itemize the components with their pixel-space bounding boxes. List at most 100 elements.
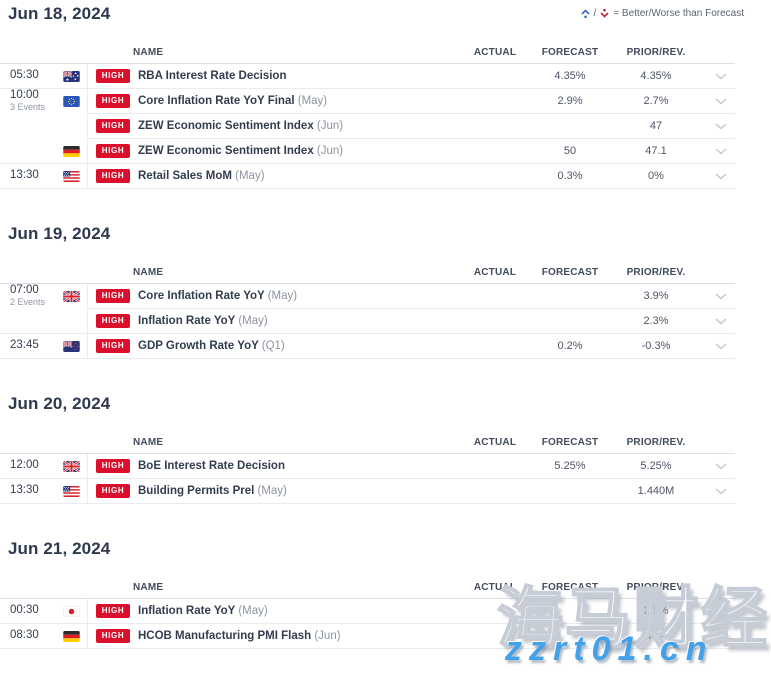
column-header-forecast: FORECAST (541, 47, 599, 58)
table-header-row: NAME ACTUAL FORECAST PRIOR/REV. (0, 267, 735, 284)
chevron-down-icon[interactable] (707, 89, 735, 114)
column-header-name: NAME (133, 437, 164, 448)
chevron-down-icon[interactable] (707, 454, 735, 479)
event-time: 13:30 (10, 169, 39, 182)
column-header-expand (707, 448, 735, 453)
chevron-down-icon[interactable] (707, 599, 735, 624)
event-period: (Jun) (316, 120, 344, 132)
prior-value: 45.4 (605, 624, 707, 649)
impact-badge-high: HIGH (96, 339, 130, 353)
column-header-prior: PRIOR/REV. (626, 47, 686, 58)
column-header-prior: PRIOR/REV. (626, 582, 686, 593)
prior-value: 2.7% (605, 89, 707, 114)
worse-arrow-icon (599, 8, 610, 19)
event-time: 13:30 (10, 484, 39, 497)
event-name[interactable]: Core Inflation Rate YoY Final (May) (138, 95, 328, 107)
event-row[interactable]: HIGH ZEW Economic Sentiment Index (Jun) 47 (0, 114, 735, 139)
event-row[interactable]: HIGH Inflation Rate YoY (May) 2.3% (0, 309, 735, 334)
actual-value (455, 599, 535, 624)
event-row[interactable]: 13:30 HIGH Building Permits Prel (May) 1.44… (0, 479, 735, 504)
event-row[interactable]: 00:30 HIGH Inflation Rate YoY (May) 2.5% (0, 599, 735, 624)
event-row[interactable]: 12:00 HIGH BoE Interest Rate Decision 5.25%… (0, 454, 735, 479)
actual-value (455, 64, 535, 89)
event-name[interactable]: ZEW Economic Sentiment Index (Jun) (138, 145, 344, 157)
impact-badge-high: HIGH (96, 459, 130, 473)
event-name-cell: HIGH ZEW Economic Sentiment Index (Jun) (88, 139, 455, 164)
economic-calendar: / = Better/Worse than Forecast Jun 18, 2… (0, 4, 771, 649)
event-name[interactable]: GDP Growth Rate YoY (Q1) (138, 340, 285, 352)
event-row[interactable]: 05:30 HIGH RBA Interest Rate Decision 4.35%… (0, 64, 735, 89)
time-cell (0, 114, 88, 139)
column-header-time (0, 593, 88, 598)
impact-badge-high: HIGH (96, 94, 130, 108)
chevron-down-icon[interactable] (707, 164, 735, 189)
impact-badge-high: HIGH (96, 629, 130, 643)
event-name-cell: HIGH Core Inflation Rate YoY (May) (88, 284, 455, 309)
flag-icon-united-states (63, 170, 80, 182)
time-cell: 05:30 (0, 64, 88, 89)
event-name[interactable]: Inflation Rate YoY (May) (138, 315, 268, 327)
event-time: 23:45 (10, 339, 39, 352)
chevron-down-icon[interactable] (707, 139, 735, 164)
flag-icon-germany (63, 630, 80, 642)
event-name[interactable]: Retail Sales MoM (May) (138, 170, 265, 182)
column-header-name: NAME (133, 582, 164, 593)
event-name[interactable]: RBA Interest Rate Decision (138, 70, 287, 82)
impact-badge-high: HIGH (96, 604, 130, 618)
chevron-down-icon[interactable] (707, 114, 735, 139)
date-heading: Jun 21, 2024 (8, 539, 111, 558)
prior-value: 0% (605, 164, 707, 189)
event-name[interactable]: ZEW Economic Sentiment Index (Jun) (138, 120, 344, 132)
flag-icon-new-zealand (63, 340, 80, 352)
event-name[interactable]: HCOB Manufacturing PMI Flash (Jun) (138, 630, 341, 642)
event-row[interactable]: 13:30 HIGH Retail Sales MoM (May) 0.3% 0% (0, 164, 735, 189)
event-name[interactable]: Building Permits Prel (May) (138, 485, 287, 497)
event-name[interactable]: Core Inflation Rate YoY (May) (138, 290, 298, 302)
chevron-down-icon[interactable] (707, 284, 735, 309)
actual-value (455, 114, 535, 139)
time-cell (0, 309, 88, 334)
column-header-expand (707, 593, 735, 598)
actual-value (455, 454, 535, 479)
impact-badge-high: HIGH (96, 314, 130, 328)
impact-badge-high: HIGH (96, 289, 130, 303)
column-header-time (0, 278, 88, 283)
legend-text: = Better/Worse than Forecast (613, 8, 744, 19)
event-row[interactable]: 10:00 3 Events HIGH Core Inflation Rate YoY… (0, 89, 735, 114)
event-row[interactable]: 07:00 2 Events HIGH Core Inflation Rate YoY… (0, 284, 735, 309)
event-name-cell: HIGH ZEW Economic Sentiment Index (Jun) (88, 114, 455, 139)
time-cell: 07:00 2 Events (0, 284, 88, 309)
column-header-actual: ACTUAL (473, 267, 517, 278)
event-name-cell: HIGH Building Permits Prel (May) (88, 479, 455, 504)
chevron-down-icon[interactable] (707, 309, 735, 334)
events-table: NAME ACTUAL FORECAST PRIOR/REV. 12:00 HIGH BoE… (0, 437, 735, 504)
forecast-value: 4.35% (535, 64, 605, 89)
event-name-cell: HIGH Inflation Rate YoY (May) (88, 599, 455, 624)
event-name-cell: HIGH Inflation Rate YoY (May) (88, 309, 455, 334)
event-row[interactable]: HIGH ZEW Economic Sentiment Index (Jun) 50… (0, 139, 735, 164)
prior-value: 2.5% (605, 599, 707, 624)
forecast-value (535, 599, 605, 624)
calendar-sections: Jun 18, 2024 NAME ACTUAL FORECAST PRIOR/REV.… (0, 4, 771, 649)
event-period: (Jun) (316, 145, 344, 157)
time-cell: 08:30 (0, 624, 88, 649)
impact-badge-high: HIGH (96, 69, 130, 83)
column-header-name: NAME (133, 267, 164, 278)
actual-value (455, 139, 535, 164)
forecast-value (535, 284, 605, 309)
event-row[interactable]: 08:30 HIGH HCOB Manufacturing PMI Flash (J… (0, 624, 735, 649)
chevron-down-icon[interactable] (707, 624, 735, 649)
chevron-down-icon[interactable] (707, 479, 735, 504)
column-header-actual: ACTUAL (473, 437, 517, 448)
column-header-expand (707, 58, 735, 63)
chevron-down-icon[interactable] (707, 64, 735, 89)
column-header-expand (707, 278, 735, 283)
actual-value (455, 89, 535, 114)
event-name[interactable]: Inflation Rate YoY (May) (138, 605, 268, 617)
impact-badge-high: HIGH (96, 119, 130, 133)
column-header-name: NAME (133, 47, 164, 58)
event-row[interactable]: 23:45 HIGH GDP Growth Rate YoY (Q1) 0.2% -0.… (0, 334, 735, 359)
chevron-down-icon[interactable] (707, 334, 735, 359)
event-name[interactable]: BoE Interest Rate Decision (138, 460, 285, 472)
table-header-row: NAME ACTUAL FORECAST PRIOR/REV. (0, 47, 735, 64)
